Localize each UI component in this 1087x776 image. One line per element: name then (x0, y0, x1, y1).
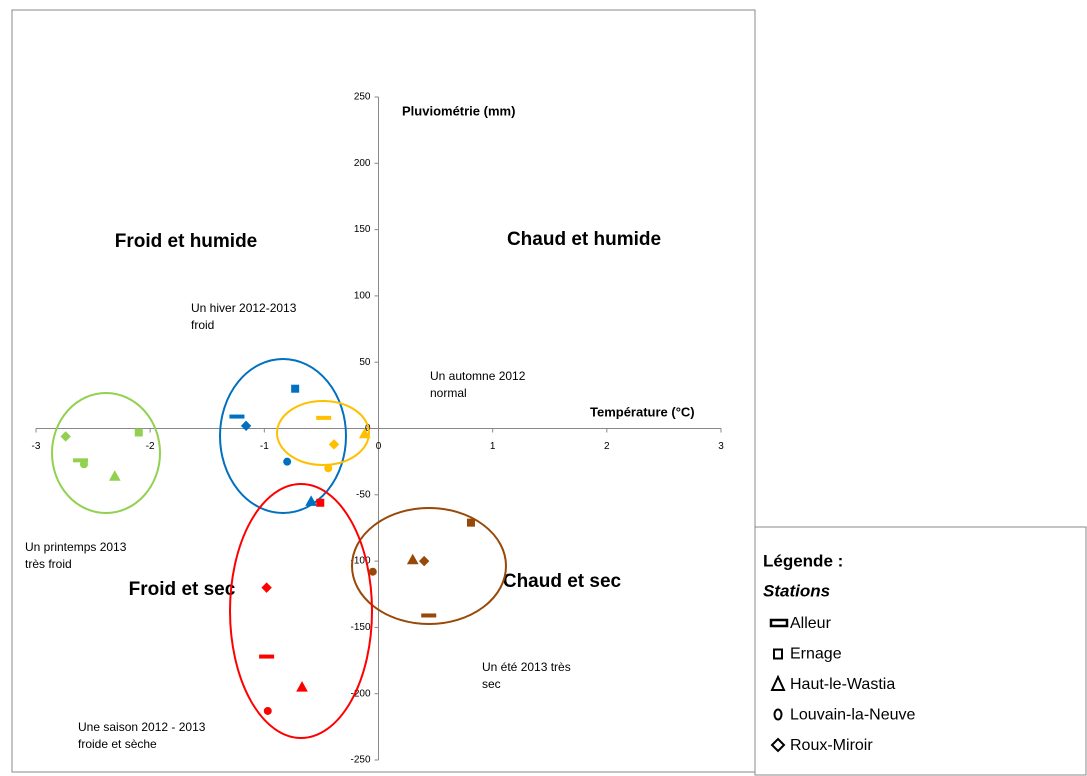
point (283, 457, 292, 466)
group-label: sec (482, 677, 501, 691)
legend-symbol (773, 648, 783, 660)
group-label: très froid (25, 557, 72, 571)
point (108, 470, 121, 481)
point (316, 498, 325, 507)
legend-label: Alleur (790, 615, 832, 632)
point (291, 384, 300, 393)
group-label: Un été 2013 très (482, 660, 571, 674)
point (358, 427, 371, 439)
legend-label: Louvain-la-Neuve (790, 707, 916, 724)
point (421, 613, 437, 618)
legend-symbol (773, 708, 783, 721)
group-label: froide et sèche (78, 737, 157, 751)
group-label: Un printemps 2013 (25, 540, 127, 554)
legend-label: Ernage (790, 646, 842, 663)
x-tick-label: 3 (718, 441, 724, 452)
point (263, 706, 272, 715)
quadrant-label: Froid et humide (115, 231, 258, 252)
group-label: Une saison 2012 - 2013 (78, 720, 206, 734)
x-tick-label: 1 (490, 441, 496, 452)
y-tick-label: -50 (356, 489, 371, 500)
legend-subtitle: Stations (763, 581, 830, 600)
y-tick-label: -250 (350, 755, 370, 766)
quadrant-label: Froid et sec (129, 579, 236, 600)
legend-frame (754, 526, 1087, 776)
point (305, 495, 317, 506)
point (259, 654, 275, 659)
legend-label: Haut-le-Wastia (790, 676, 895, 693)
legend-label: Roux-Miroir (790, 737, 873, 754)
group-label: froid (191, 318, 214, 332)
point (261, 582, 272, 593)
point (418, 555, 430, 567)
group-label: normal (430, 386, 467, 400)
point (466, 518, 475, 527)
x-axis-label: Température (°C) (590, 404, 695, 419)
group-ellipse (229, 483, 373, 739)
point (328, 439, 340, 450)
y-tick-label: -150 (350, 622, 370, 633)
x-tick-label: -1 (260, 441, 269, 452)
group-ellipse (219, 358, 347, 514)
legend-symbol (770, 674, 786, 691)
legend-symbol (770, 737, 786, 753)
group-ellipse (276, 400, 370, 466)
group-ellipse (351, 507, 507, 625)
y-tick-label: 200 (354, 158, 371, 169)
quadrant-label: Chaud et sec (503, 571, 622, 592)
point (229, 414, 245, 419)
point (296, 681, 308, 692)
legend-title: Légende : (763, 551, 843, 570)
point (316, 415, 332, 420)
point (79, 460, 88, 469)
point (324, 464, 333, 473)
x-tick-label: -3 (32, 441, 41, 452)
y-tick-label: -100 (350, 556, 370, 567)
legend-symbol (769, 618, 789, 628)
plot-frame (11, 9, 756, 773)
y-tick-label: 250 (354, 92, 371, 103)
y-tick-label: 150 (354, 224, 371, 235)
point (368, 567, 377, 576)
point (73, 458, 89, 463)
group-label: Un automne 2012 (430, 369, 526, 383)
x-tick-label: 0 (376, 441, 382, 452)
x-tick-label: 2 (604, 441, 610, 452)
point (60, 431, 71, 442)
point (240, 420, 252, 432)
x-tick-label: -2 (146, 441, 155, 452)
y-tick-label: 100 (354, 291, 371, 302)
y-axis-label: Pluviométrie (mm) (402, 103, 515, 118)
group-label: Un hiver 2012-2013 (191, 301, 297, 315)
y-tick-label: 50 (359, 357, 371, 368)
y-tick-label: -200 (350, 688, 370, 699)
quadrant-label: Chaud et humide (507, 229, 661, 250)
point (134, 428, 143, 437)
group-ellipse (51, 392, 161, 514)
point (406, 553, 419, 565)
